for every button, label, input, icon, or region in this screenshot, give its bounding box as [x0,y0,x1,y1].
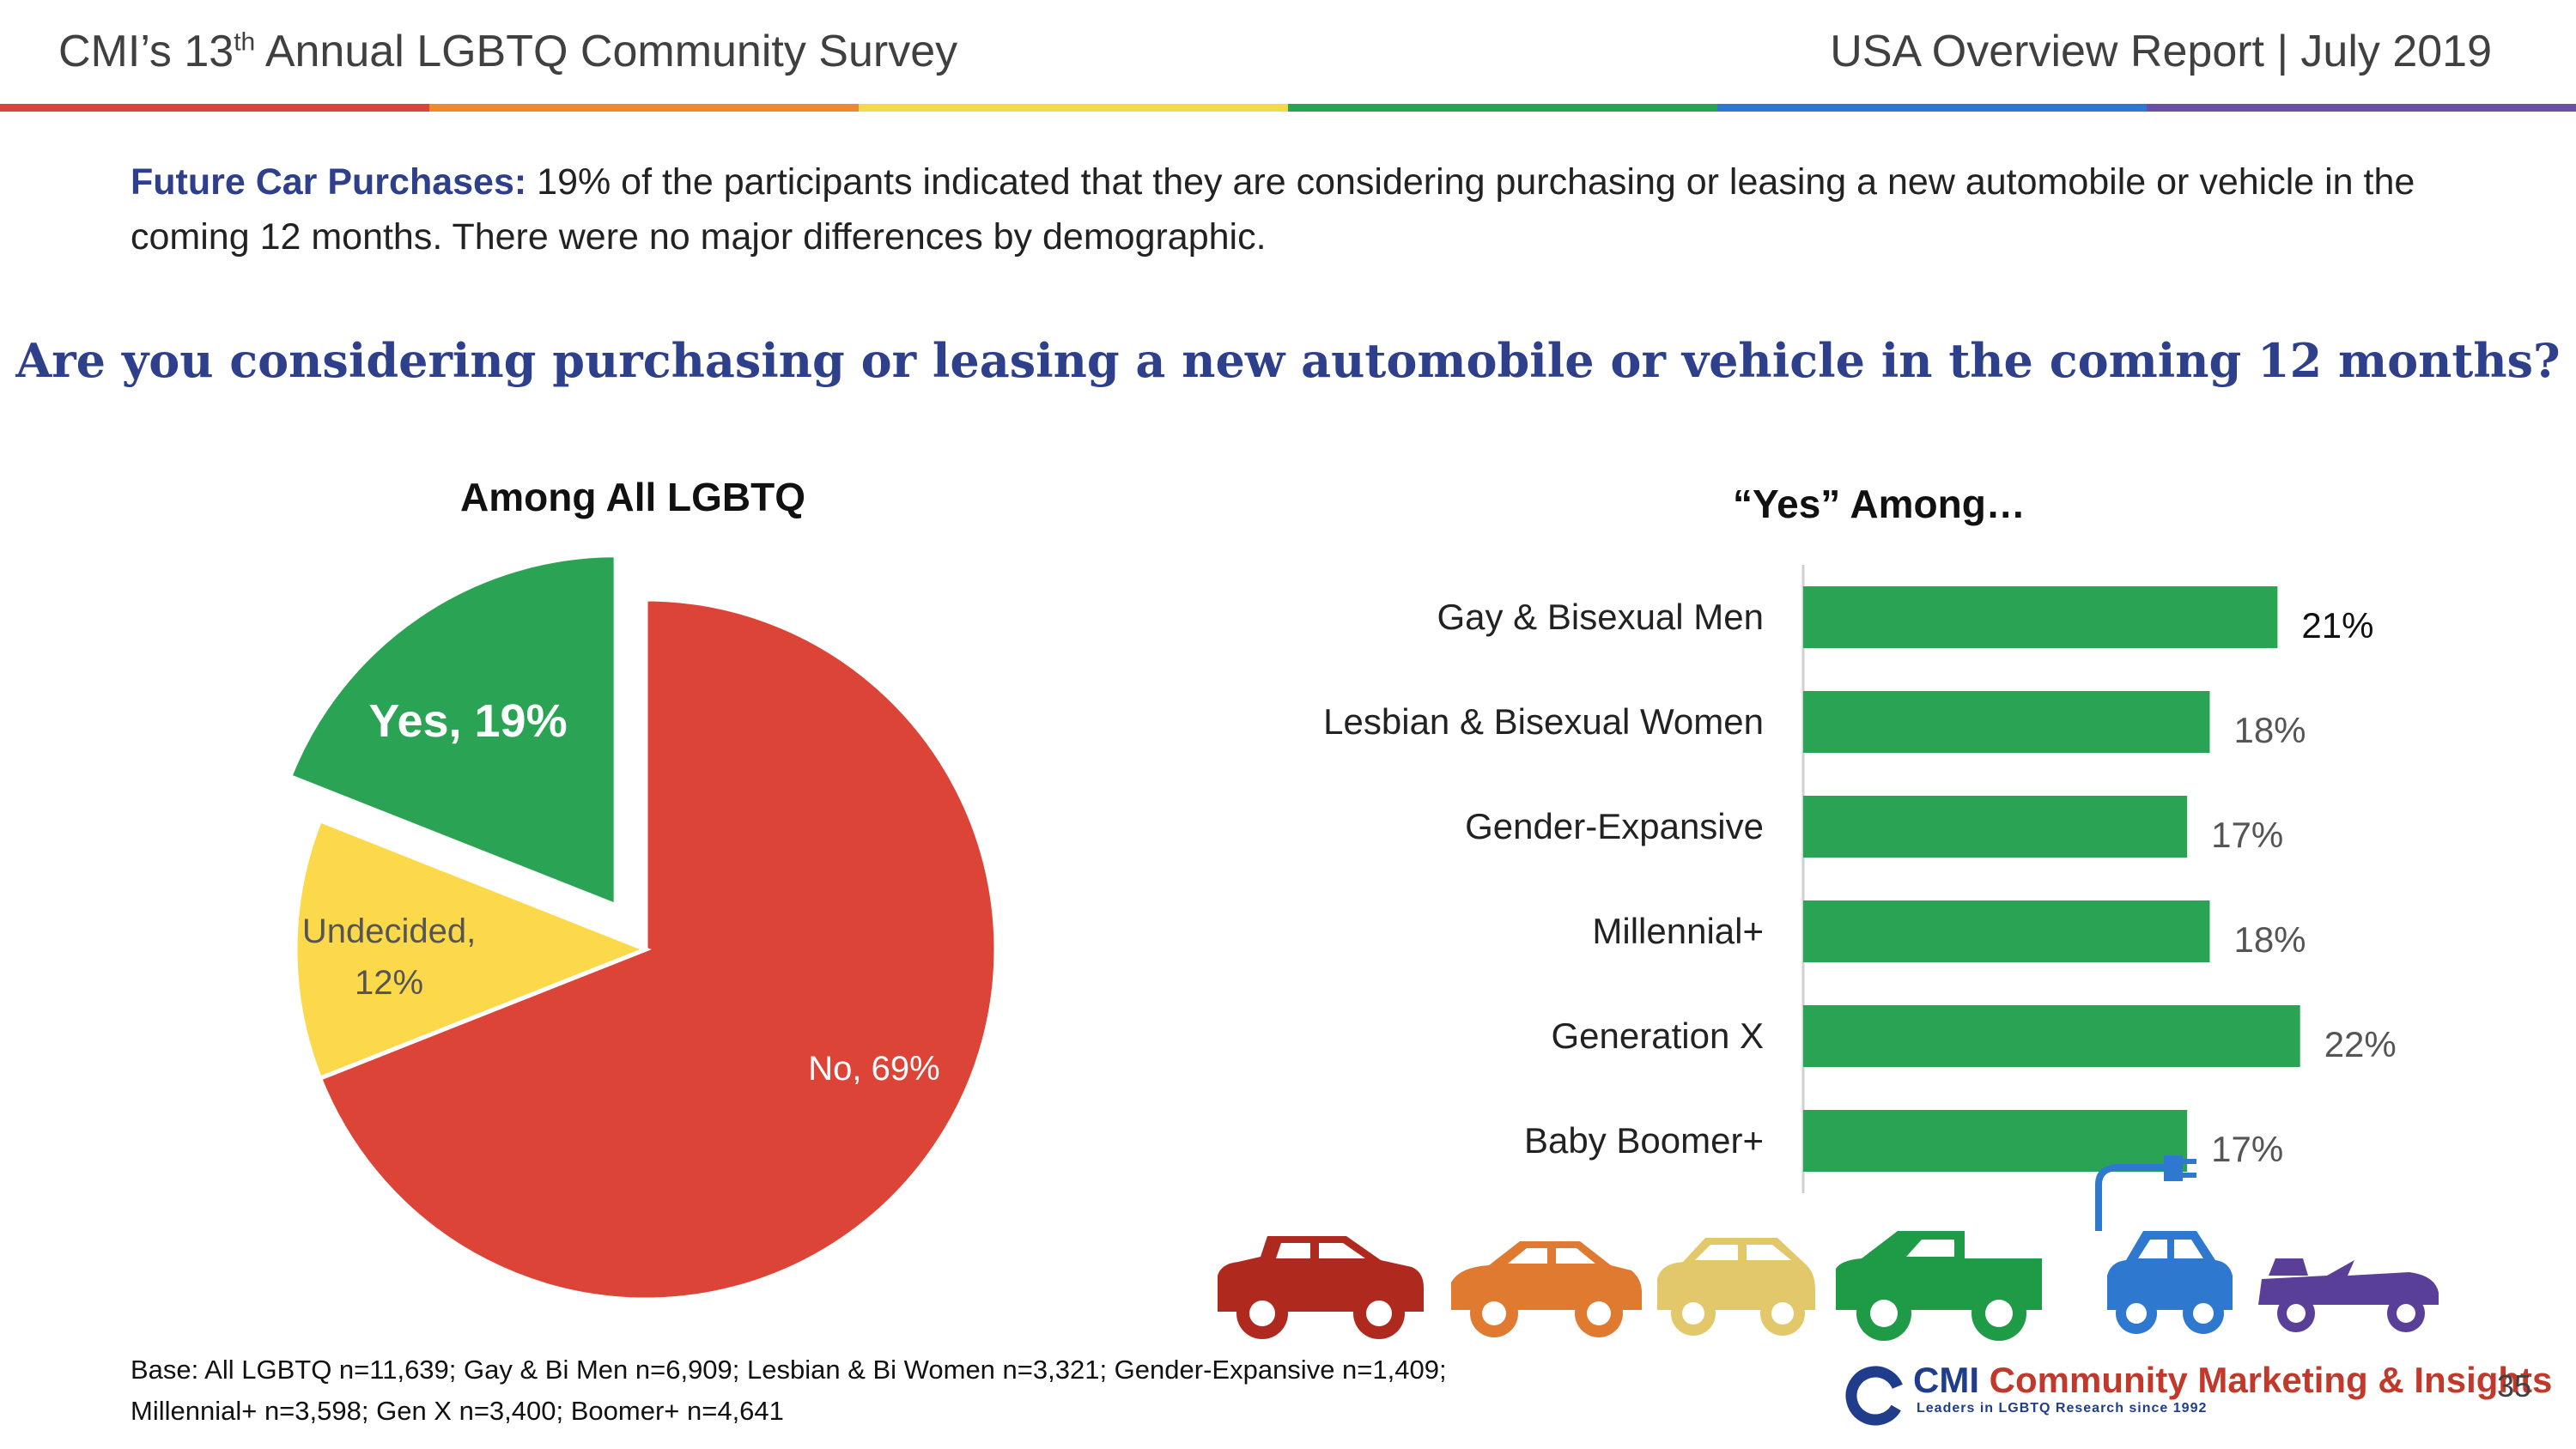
bar [1803,691,2210,753]
pie-slice-label: Undecided, [302,912,476,950]
electric-car-icon [2095,1155,2233,1334]
bar-category-label: Gender-Expansive [1465,806,1764,846]
report-edition: USA Overview Report | July 2019 [1830,27,2492,76]
logo-wordmark: CMI Community Marketing & Insights [1913,1360,2553,1400]
pickup-truck-icon [1836,1231,2042,1341]
pie-slice-label: 12% [355,964,423,1002]
rainbow-divider [0,104,2576,112]
rainbow-segment [859,104,1288,112]
intro-text: 19% of the participants indicated that t… [131,161,2415,258]
footnote-line-1: Base: All LGBTQ n=11,639; Gay & Bi Men n… [131,1355,1447,1385]
bar-category-label: Gay & Bisexual Men [1437,597,1764,637]
rainbow-segment [1288,104,1717,112]
bar [1803,900,2210,962]
sedan-icon [1451,1241,1642,1337]
pie-slice [293,817,652,1082]
bar [1803,1005,2300,1067]
report-series-title: CMI’s 13th Annual LGBTQ Community Survey [58,27,958,76]
bar-value-label: 17% [2211,1129,2283,1169]
bar-value-label: 18% [2233,919,2306,960]
pie-chart-title: Among All LGBTQ [460,475,806,519]
pie-slice-label: Yes, 19% [368,695,567,747]
suv-icon [1218,1236,1424,1339]
pie-slice [317,597,999,1302]
intro-lead: Future Car Purchases: [131,161,527,203]
bar-category-label: Lesbian & Bisexual Women [1323,701,1764,742]
logo-tagline: Leaders in LGBTQ Research since 1992 [1917,1401,2208,1416]
convertible-icon [2258,1258,2439,1332]
survey-question: Are you considering purchasing or leasin… [15,333,2561,388]
bar [1803,586,2278,648]
rainbow-segment [429,104,859,112]
bar-chart-title: “Yes” Among… [1733,482,2026,526]
cmi-logo-ring-icon [1845,1366,1905,1426]
page-number: 35 [2497,1368,2532,1404]
rainbow-segment [2147,104,2576,112]
rainbow-segment [0,104,429,112]
cmi-logo: CMI Community Marketing & Insights Leade… [1843,1358,2552,1435]
hatchback-icon [1657,1238,1815,1336]
bar [1803,1110,2188,1172]
bar-category-label: Baby Boomer+ [1524,1120,1764,1161]
pie-slice-label: No, 69% [808,1050,939,1088]
rainbow-segment [1717,104,2147,112]
bar-value-label: 17% [2211,815,2283,855]
intro-paragraph: Future Car Purchases: 19% of the partici… [131,155,2449,264]
pie-slice [287,553,618,909]
bar-value-label: 22% [2324,1024,2397,1064]
bar-value-label: 21% [2301,605,2373,646]
bar-category-label: Generation X [1552,1016,1765,1056]
bar-category-label: Millennial+ [1592,911,1764,951]
bar-value-label: 18% [2233,710,2306,750]
footnote-line-2: Millennial+ n=3,598; Gen X n=3,400; Boom… [131,1396,784,1426]
bar [1803,796,2188,858]
base-footnote: Base: All LGBTQ n=11,639; Gay & Bi Men n… [131,1349,1447,1432]
